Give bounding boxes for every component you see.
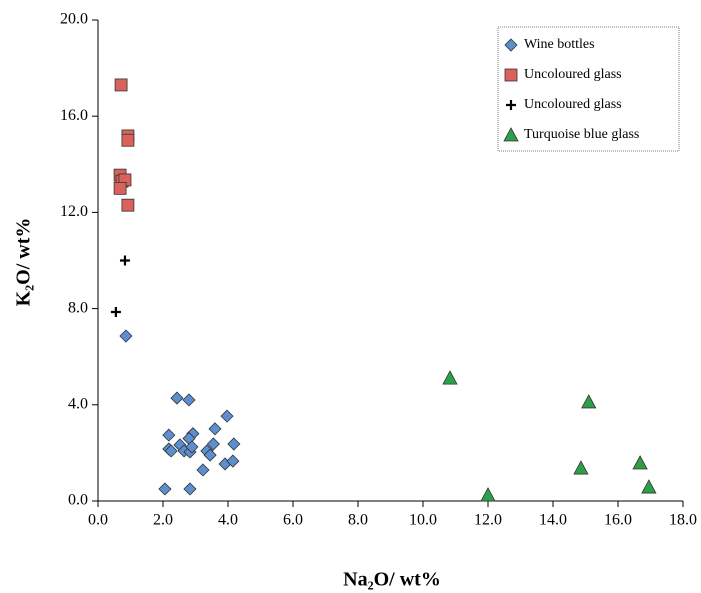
y-tick-label: 12.0 [60,203,88,220]
x-tick-label: 0.0 [88,512,108,529]
legend-marker [506,100,516,110]
legend-label: Uncoloured glass [524,97,622,112]
scatter-point [573,460,589,475]
legend-label: Wine bottles [524,37,595,52]
legend-marker [504,38,518,52]
scatter-point [170,391,184,405]
x-tick-label: 4.0 [218,512,238,529]
x-tick-label: 18.0 [669,512,697,529]
x-tick-label: 12.0 [474,512,502,529]
scatter-point [121,133,135,147]
scatter-point [114,78,128,92]
legend-label: Uncoloured glass [524,67,622,82]
y-axis-title: K₂O/ wt% [13,218,35,307]
scatter-point [480,487,496,502]
scatter-point [119,255,130,266]
scatter-point [183,482,197,496]
y-tick-label: 0.0 [68,492,88,509]
x-tick-label: 10.0 [409,512,437,529]
y-tick-label: 8.0 [68,299,88,316]
x-tick-label: 2.0 [153,512,173,529]
x-tick-label: 8.0 [348,512,368,529]
x-tick-label: 6.0 [283,512,303,529]
scatter-point [119,329,133,343]
scatter-point [641,479,657,494]
scatter-point [185,440,199,454]
legend-marker [504,68,518,82]
y-tick-label: 4.0 [68,395,88,412]
scatter-point [196,463,210,477]
scatter-point [113,181,127,195]
y-tick-label: 16.0 [60,107,88,124]
y-tick-label: 20.0 [60,11,88,28]
scatter-point [227,437,241,451]
scatter-point [121,198,135,212]
x-axis-title: Na₂O/ wt% [343,569,441,591]
scatter-point [632,455,648,470]
x-tick-label: 16.0 [604,512,632,529]
scatter-point [442,370,458,385]
scatter-point [110,306,121,317]
scatter-point [208,422,222,436]
legend-marker [503,127,519,142]
legend-box [497,26,680,152]
x-tick-label: 14.0 [539,512,567,529]
scatter-point [226,454,240,468]
scatter-point [581,394,597,409]
scatter-point [182,393,196,407]
scatter-point [203,448,217,462]
scatter-point [162,428,176,442]
scatter-point [158,482,172,496]
scatter-point [206,437,220,451]
scatter-point [164,444,178,458]
legend-label: Turquoise blue glass [524,127,639,142]
scatter-point [220,409,234,423]
